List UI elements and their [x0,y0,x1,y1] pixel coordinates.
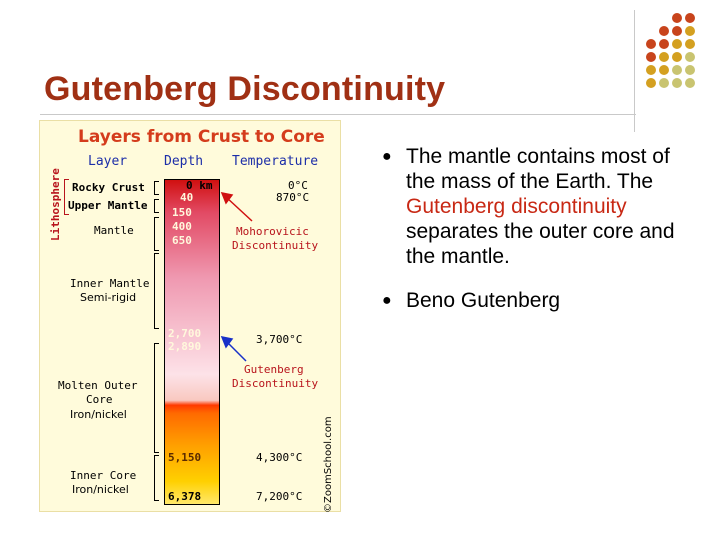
page-title: Gutenberg Discontinuity [44,70,446,108]
diagram-title: Layers from Crust to Core [78,127,325,147]
decorative-dot [685,39,695,49]
gutenberg-label-2: Discontinuity [232,377,319,390]
bracket-mantle [154,217,159,251]
decorative-dot [672,65,682,75]
decorative-dot [646,52,656,62]
gutenberg-arrow [220,335,247,362]
bullet-item-2: ● Beno Gutenberg [382,288,682,313]
decorative-dot [672,39,682,49]
temp-4300: 4,300°C [256,451,303,464]
bullet-1-text-post: separates the outer core and the mantle. [406,220,675,268]
bracket-upper-mantle [154,199,159,213]
decorative-dot-grid [646,13,695,88]
decorative-dot [646,39,656,49]
layer-inner-core: Inner Core [70,469,137,482]
decorative-dot [646,65,656,75]
depth-2700: 2,700 [168,327,202,340]
decorative-dot [672,13,682,23]
bullet-2-text: Beno Gutenberg [406,289,561,312]
lithosphere-bracket [64,179,69,215]
bullet-list: ● The mantle contains most of the mass o… [382,144,682,313]
header-depth: Depth [164,154,204,169]
depth-650: 650 [172,234,192,247]
decorative-dot [646,78,656,88]
arrows-layer [220,191,253,362]
depth-0: 0 km [186,179,213,192]
decorative-dot [659,78,669,88]
layer-inner-core-sub: Iron/nickel [72,483,129,496]
header-temperature: Temperature [232,154,319,169]
decorative-dot [659,52,669,62]
decorative-dot [685,78,695,88]
temp-870: 870°C [276,191,310,204]
bullet-1-text-pre: The mantle contains most of the mass of … [406,145,670,193]
depth-5150: 5,150 [168,451,202,464]
vertical-divider [634,10,635,132]
depth-150: 150 [172,206,192,219]
title-underline [40,114,636,115]
decorative-dot [685,13,695,23]
moho-arrow [220,191,253,222]
layer-rocky-crust: Rocky Crust [72,181,145,194]
bullet-item-1: ● The mantle contains most of the mass o… [382,144,682,269]
bullet-dot-icon: ● [382,148,392,165]
temp-3700: 3,700°C [256,333,303,346]
depth-2890: 2,890 [168,340,202,353]
layer-upper-mantle: Upper Mantle [68,199,148,212]
layer-mantle: Mantle [94,224,134,237]
moho-label-2: Discontinuity [232,239,319,252]
layer-inner-mantle: Inner Mantle [70,277,150,290]
decorative-dot [685,65,695,75]
decorative-dot [685,26,695,36]
bullet-1-highlight: Gutenberg discontinuity [406,195,627,218]
decorative-dot [659,39,669,49]
layer-inner-mantle-sub: Semi-rigid [80,291,137,304]
temp-0: 0°C [288,179,308,192]
bracket-crust [154,181,159,195]
depth-6378: 6,378 [168,490,202,503]
header-layer: Layer [88,154,128,169]
depth-column [164,179,220,505]
decorative-dot [672,78,682,88]
earth-layers-diagram: Layers from Crust to Core Layer Depth Te… [39,120,341,513]
decorative-dot [659,65,669,75]
bracket-inner-mantle [154,253,159,329]
temp-7200: 7,200°C [256,490,303,503]
decorative-dot [685,52,695,62]
moho-label-1: Mohorovicic [236,225,309,238]
bullet-dot-icon: ● [382,292,392,309]
depth-40: 40 [180,191,194,204]
bracket-outer-core [154,343,159,453]
decorative-dot [659,26,669,36]
gutenberg-label-1: Gutenberg [244,363,304,376]
layer-outer-core-1: Molten Outer [58,379,138,392]
depth-400: 400 [172,220,192,233]
layer-outer-core-2: Core [86,393,113,406]
bracket-inner-core [154,455,159,501]
decorative-dot [672,26,682,36]
copyright-label: ©ZoomSchool.com [323,416,334,513]
layer-outer-core-sub: Iron/nickel [70,408,127,421]
decorative-dot [672,52,682,62]
